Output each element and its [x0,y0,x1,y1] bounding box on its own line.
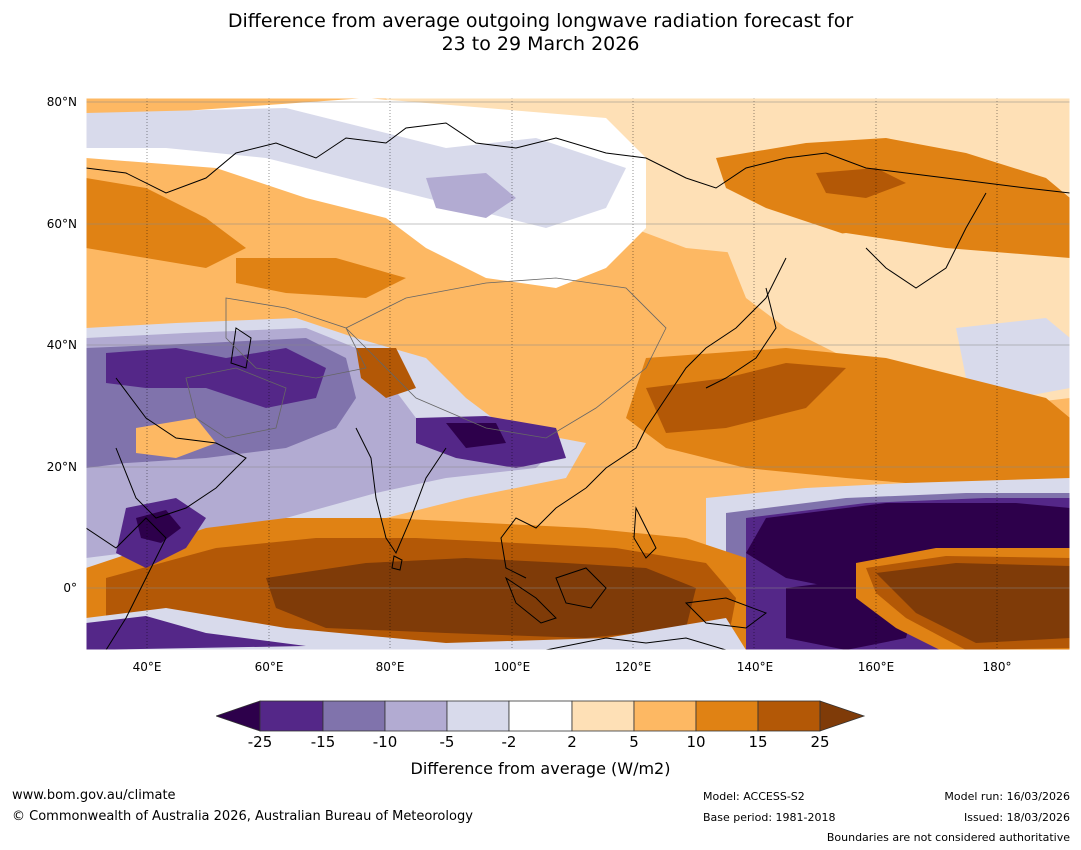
region-siberia-orange [716,138,1070,268]
colorbar-label: Difference from average (W/m2) [410,759,671,778]
coast-africa [86,517,167,650]
colorbar-tick-neg2: -2 [501,733,517,751]
coast-philippines [633,506,657,559]
colorbar-tick-neg10: -10 [372,733,398,751]
colorbar-swatch-lpurple [384,700,448,732]
issued-text: Issued: 18/03/2026 [963,811,1070,824]
copyright-text: © Commonwealth of Australia 2026, Austra… [12,809,473,824]
coast-caspian [230,327,252,369]
region-siberia-dark [816,168,906,198]
model-run-text: Model run: 16/03/2026 [944,790,1070,803]
region-central-asia-orange [236,258,406,298]
region-himalaya-dorange [356,348,416,398]
region-pacific-dpurple-band [746,503,1070,588]
region-pacific-vlpurple [956,318,1070,398]
coast-borneo [555,567,607,609]
coast-arabia [115,377,247,519]
coast-east-asia [585,257,787,489]
region-pacific-brown-tongue [876,563,1070,643]
region-europe-orange [86,178,246,268]
colorbar-tick-25: 25 [810,733,830,751]
colorbar-swatch-lorange [633,700,697,732]
colorbar-tick-neg15: -15 [310,733,336,751]
colorbar-swatch-orange [695,700,759,732]
border-iran [185,367,287,439]
chart-title: Difference from average outgoing longwav… [0,10,1081,56]
colorbar-swatch-vlorange [571,700,635,732]
coast-japan [705,287,777,389]
lat-label-80n: 80°N [46,95,77,109]
lon-label-180: 180° [982,660,1012,674]
colorbar-swatch-mpurple [322,700,386,732]
colorbar-swatch-vlpurple [446,700,510,732]
title-line-1: Difference from average outgoing longwav… [227,10,854,32]
lat-label-60n: 60°N [46,217,77,231]
coast-india [355,427,447,555]
lat-label-40n: 40°N [46,338,77,352]
lon-label-80e: 80°E [375,660,405,674]
base-period-text: Base period: 1981-2018 [703,811,836,824]
model-text: Model: ACCESS-S2 [703,790,805,803]
coast-new-guinea [684,597,768,629]
region-tibet-dpurple [446,423,506,448]
map-graticule [146,98,998,650]
region-japan-dorange [646,363,846,433]
colorbar-tick-10: 10 [686,733,706,751]
lon-label-40e: 40°E [132,660,162,674]
olr-anomaly-map [86,98,1070,650]
colorbar-swatch-white [508,700,573,732]
country-borders [185,277,667,439]
lat-label-20n: 20°N [46,460,77,474]
lon-label-140e: 140°E [736,660,774,674]
border-china [345,277,667,439]
colorbar-tick-neg5: -5 [439,733,455,751]
coast-kamchatka [865,192,987,289]
colorbar-extend-high [819,700,866,732]
coast-indochina [500,487,587,579]
colorbar-swatch-dorange [757,700,821,732]
colorbar-tick-neg25: -25 [247,733,273,751]
colorbar-tick-2: 2 [567,733,577,751]
coastlines [86,122,1070,650]
website-link[interactable]: www.bom.gov.au/climate [12,788,176,803]
coast-north-eurasia [86,122,1070,194]
title-line-2: 23 to 29 March 2026 [441,33,640,55]
region-indian-ocean-purple-south [86,616,306,650]
coast-sri-lanka [391,555,403,571]
region-indian-ocean-brown [266,558,696,638]
colorbar-extend-low [216,700,261,732]
coast-australia-north [545,637,727,650]
colorbar [216,700,866,732]
region-arctic-lpurple [426,173,516,218]
lon-label-60e: 60°E [254,660,284,674]
lon-label-120e: 120°E [614,660,652,674]
coast-sumatra [504,576,557,624]
colorbar-swatch-dpurple [259,700,324,732]
border-central-asia [225,297,367,379]
lon-label-160e: 160°E [857,660,895,674]
lon-label-100e: 100°E [493,660,531,674]
boundaries-disclaimer: Boundaries are not considered authoritat… [826,831,1070,844]
colorbar-tick-15: 15 [748,733,768,751]
colorbar-tick-5: 5 [629,733,639,751]
region-west-asia-purple [106,348,326,408]
lat-label-0: 0° [63,581,77,595]
